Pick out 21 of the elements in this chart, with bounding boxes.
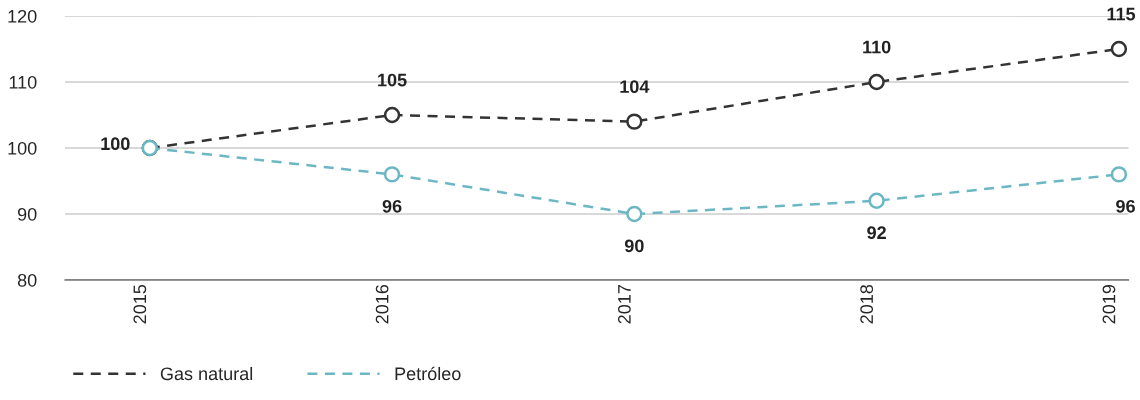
x-tick-label: 2018 [860,284,874,324]
y-tick-label: 120 [8,9,37,23]
data-label: 92 [867,226,886,240]
x-tick-label: 2017 [617,285,631,324]
x-tick-label: 2016 [375,284,389,324]
y-tick-label: 80 [17,273,37,287]
data-label: 110 [863,40,891,54]
x-tick-label: 2019 [1102,285,1116,324]
y-tick-label: 110 [9,75,37,89]
data-label: 90 [624,239,644,253]
data-label: 115 [1107,7,1136,21]
y-tick-label: 90 [17,207,37,221]
legend-label: Gas natural [160,366,253,381]
data-label: 105 [378,73,407,87]
data-label: 96 [382,199,402,213]
legend-label: Petróleo [395,366,461,381]
y-tick-label: 100 [8,141,37,155]
data-label: 100 [101,137,130,151]
data-label: 104 [620,80,650,94]
x-tick-label: 2015 [133,284,147,324]
data-label: 96 [1116,199,1135,213]
